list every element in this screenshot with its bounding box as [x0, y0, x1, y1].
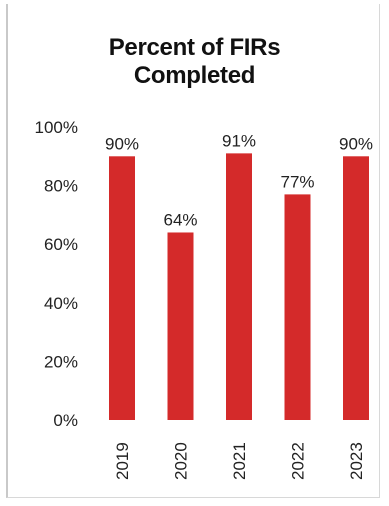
- y-tick-label: 80%: [44, 177, 78, 196]
- x-tick-label-2019: 2019: [113, 442, 132, 480]
- y-tick-label: 0%: [53, 411, 78, 430]
- y-tick-label: 20%: [44, 352, 78, 371]
- data-label-2019: 90%: [105, 134, 139, 153]
- data-labels: 90% 64% 91% 77% 90%: [105, 131, 373, 229]
- y-tick-label: 100%: [35, 118, 78, 137]
- data-label-2021: 91%: [222, 131, 256, 150]
- x-axis: 2019 2020 2021 2022 2023: [113, 442, 366, 480]
- chart-title-line-1: Percent of FIRs: [108, 34, 281, 61]
- bar-2023: [343, 156, 369, 421]
- x-tick-label-2023: 2023: [347, 442, 366, 480]
- data-label-2020: 64%: [163, 210, 197, 229]
- x-tick-label-2020: 2020: [172, 442, 191, 480]
- chart-title: Percent of FIRs Completed: [0, 34, 389, 90]
- data-label-2023: 90%: [339, 134, 373, 153]
- y-tick-label: 40%: [44, 294, 78, 313]
- bar-2019: [109, 156, 135, 421]
- x-tick-label-2021: 2021: [230, 442, 249, 480]
- data-label-2022: 77%: [280, 172, 314, 191]
- x-tick-label-2022: 2022: [289, 442, 308, 480]
- chart-title-line-2: Completed: [133, 62, 256, 89]
- y-tick-label: 60%: [44, 235, 78, 254]
- bar-2022: [284, 194, 311, 420]
- bar-2020: [167, 232, 194, 420]
- bar-2021: [226, 153, 252, 420]
- bars: [109, 153, 369, 421]
- y-axis: 0% 20% 40% 60% 80% 100%: [35, 118, 78, 430]
